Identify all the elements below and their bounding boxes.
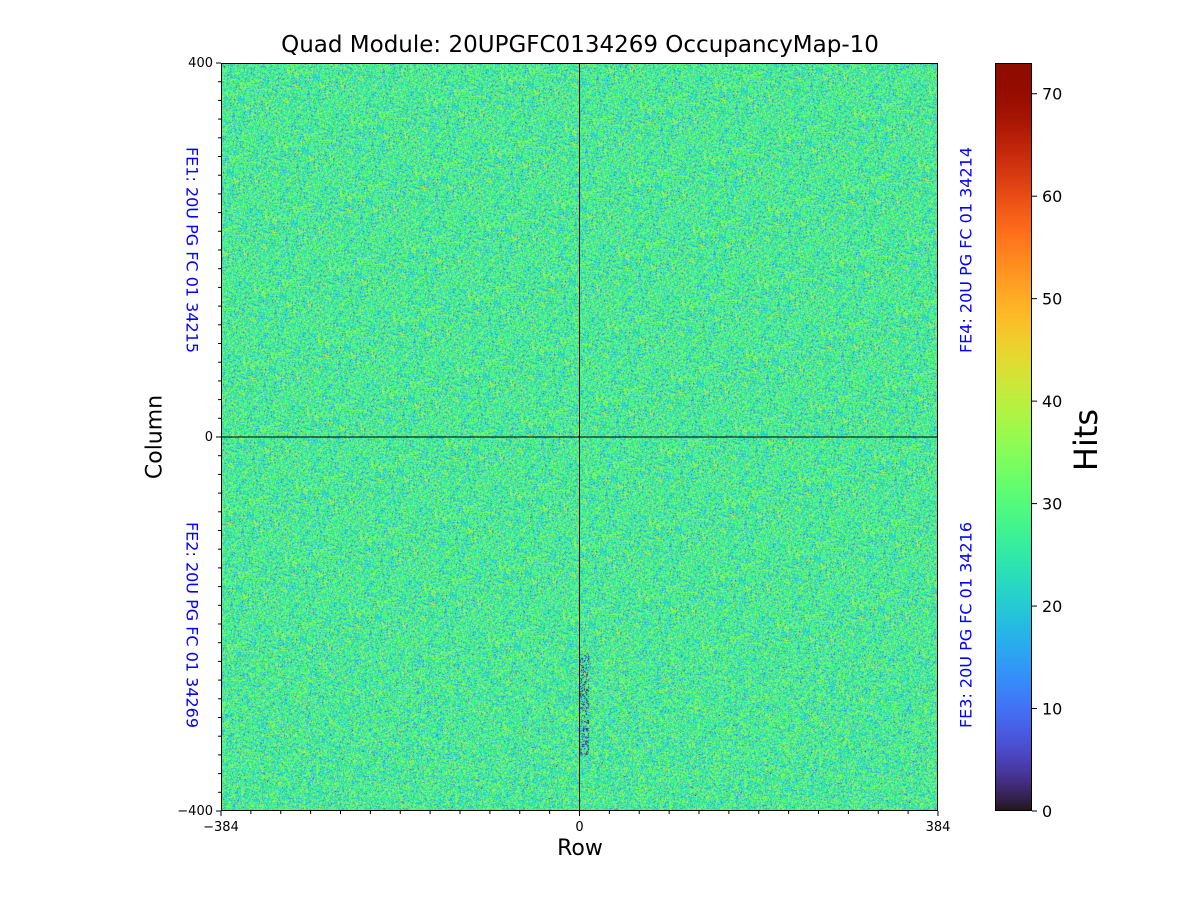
colorbar-tick-label: 40: [1042, 392, 1062, 411]
x-tick-label: −384: [203, 820, 239, 835]
colorbar-label: Hits: [1067, 408, 1105, 472]
fe2-label: FE2: 20U PG FC 01 34269: [182, 521, 202, 729]
fe1-label: FE1: 20U PG FC 01 34215: [182, 146, 202, 354]
colorbar-frame: [995, 63, 1032, 811]
y-axis-label: Column: [142, 394, 168, 480]
colorbar-tick-label: 10: [1042, 700, 1062, 719]
y-tick-label: −400: [177, 804, 213, 819]
x-tick-label: 0: [575, 820, 583, 835]
y-tick-label: 0: [205, 430, 213, 445]
colorbar-tick-label: 50: [1042, 290, 1062, 309]
colorbar-gradient: [995, 63, 1032, 811]
fe4-label: FE4: 20U PG FC 01 34214: [956, 146, 976, 354]
fe3-label: FE3: 20U PG FC 01 34216: [956, 521, 976, 729]
colorbar-tick-label: 20: [1042, 597, 1062, 616]
x-axis-label: Row: [557, 836, 603, 861]
colorbar-tick-label: 70: [1042, 85, 1062, 104]
y-tick-label: 400: [188, 56, 213, 71]
x-tick-label: 384: [926, 820, 951, 835]
colorbar-tick-label: 60: [1042, 187, 1062, 206]
chart-title: Quad Module: 20UPGFC0134269 OccupancyMap…: [281, 32, 879, 58]
colorbar-tick-label: 30: [1042, 495, 1062, 514]
colorbar-tick-label: 0: [1042, 802, 1052, 821]
